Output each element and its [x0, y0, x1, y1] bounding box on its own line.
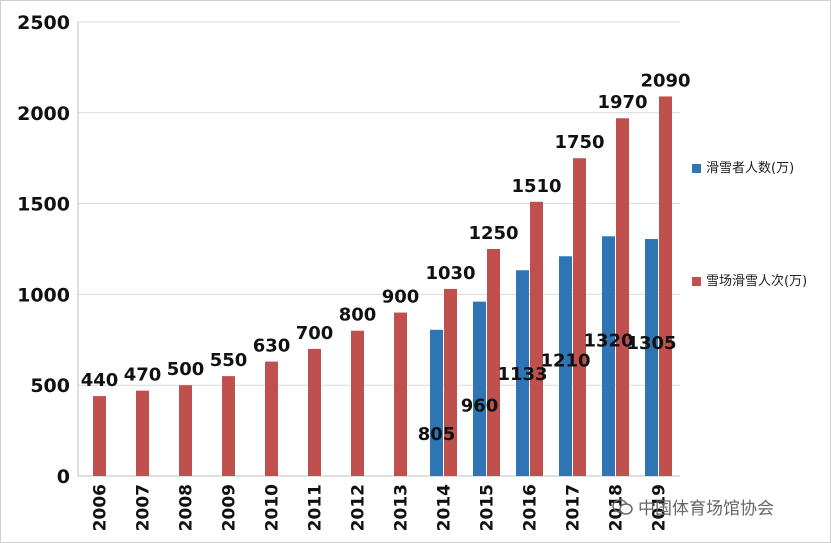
x-tick-label: 2007 — [134, 484, 154, 531]
data-label-ski-visits: 1030 — [425, 263, 475, 284]
bar-ski-visits — [444, 288, 457, 476]
bar-ski-visits — [530, 201, 543, 476]
x-tick-label: 2013 — [392, 484, 412, 531]
x-tick-label: 2010 — [263, 484, 283, 531]
bar-skier-count — [645, 239, 658, 476]
x-tick-label: 2011 — [306, 484, 326, 531]
wechat-icon — [612, 498, 633, 515]
bar-skier-count — [473, 301, 486, 476]
bar-ski-visits — [179, 385, 192, 476]
data-label-ski-visits: 550 — [210, 350, 248, 371]
bars — [93, 96, 672, 477]
x-tick-label: 2014 — [435, 484, 455, 531]
data-label-skier-count: 960 — [461, 396, 499, 417]
x-tick-label: 2009 — [220, 484, 240, 531]
data-label-skier-count: 1320 — [583, 330, 633, 351]
data-label-skier-count: 1210 — [540, 350, 590, 371]
data-label-ski-visits: 1750 — [554, 132, 604, 153]
bar-ski-visits — [93, 396, 106, 476]
bar-ski-visits — [136, 390, 149, 476]
data-label-ski-visits: 2090 — [640, 70, 690, 91]
bar-ski-visits — [351, 330, 364, 476]
y-tick-label: 2000 — [17, 103, 70, 125]
data-label-ski-visits: 1510 — [511, 176, 561, 197]
x-axis-ticks: 2006 2007 2008 2009 2010 2011 2012 2013 2014 2015… — [91, 484, 670, 531]
x-tick-label: 2012 — [349, 484, 369, 531]
bar-skier-count — [559, 256, 572, 476]
bar-ski-visits — [573, 158, 586, 476]
data-label-ski-visits: 800 — [339, 305, 377, 326]
bar-ski-visits — [265, 361, 278, 476]
x-tick-label: 2015 — [478, 484, 498, 531]
bar-ski-visits — [659, 96, 672, 477]
x-tick-label: 2017 — [564, 484, 584, 531]
legend-label: 滑雪者人数(万) — [706, 161, 794, 176]
bar-ski-visits — [487, 249, 500, 476]
data-label-ski-visits: 470 — [124, 365, 162, 386]
data-label-ski-visits: 900 — [382, 287, 420, 308]
watermark: 中国体育场馆协会 — [612, 494, 774, 519]
legend: 滑雪者人数(万) 雪场滑雪人次(万) — [692, 161, 807, 289]
bar-ski-visits — [308, 348, 321, 476]
x-tick-label: 2006 — [91, 484, 111, 531]
x-tick-label: 2019 — [650, 484, 670, 531]
data-label-ski-visits: 1250 — [468, 223, 518, 244]
legend-swatch — [692, 277, 701, 286]
bar-skier-count — [602, 236, 615, 476]
data-label-ski-visits: 700 — [296, 323, 334, 344]
y-tick-label: 500 — [30, 375, 70, 397]
bar-ski-visits — [616, 118, 629, 477]
data-label-skier-count: 1133 — [497, 364, 547, 385]
data-label-ski-visits: 500 — [167, 359, 205, 380]
x-tick-label: 2018 — [607, 484, 627, 531]
bar-skier-count — [430, 329, 443, 476]
watermark-text: 中国体育场馆协会 — [638, 499, 774, 519]
data-label-skier-count: 1305 — [626, 333, 676, 354]
data-label-ski-visits: 630 — [253, 336, 291, 357]
x-tick-label: 2016 — [521, 484, 541, 531]
legend-swatch — [692, 164, 701, 173]
data-label-skier-count: 805 — [418, 424, 456, 445]
legend-label: 雪场滑雪人次(万) — [706, 273, 807, 289]
bar-ski-visits — [222, 376, 235, 476]
gridlines — [77, 21, 680, 477]
x-tick-label: 2008 — [177, 484, 197, 531]
y-tick-label: 2500 — [17, 12, 70, 34]
data-label-ski-visits: 440 — [81, 370, 119, 391]
bar-ski-visits — [394, 312, 407, 476]
y-axis-ticks: 0 500 1000 1500 2000 2500 — [17, 12, 70, 488]
y-tick-label: 0 — [57, 466, 70, 488]
y-tick-label: 1500 — [17, 194, 70, 216]
y-tick-label: 1000 — [17, 284, 70, 306]
data-label-ski-visits: 1970 — [597, 92, 647, 113]
bar-skier-count — [516, 270, 529, 476]
